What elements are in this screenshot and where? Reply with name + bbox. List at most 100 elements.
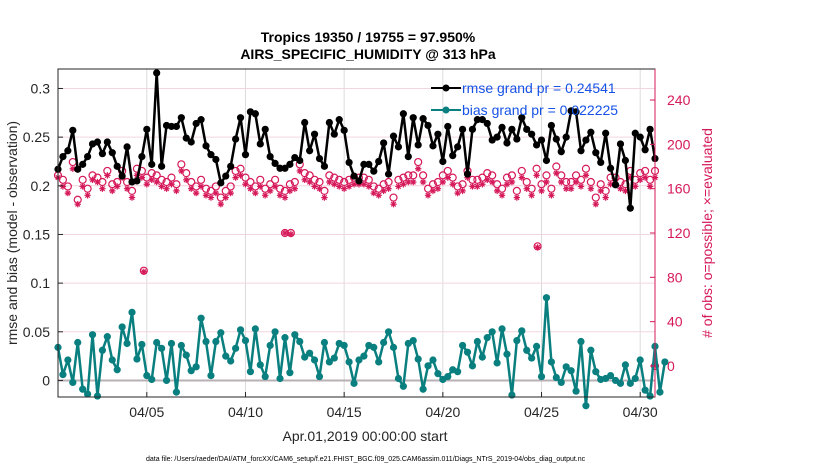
obs-outlier-evaluated-point [281, 229, 289, 237]
rmse-point [597, 158, 605, 167]
bias-point [291, 331, 299, 339]
obs-evaluated-point [627, 174, 634, 181]
obs-evaluated-point [350, 181, 358, 188]
obs-evaluated-point [553, 169, 560, 177]
bias-point [256, 361, 264, 369]
obs-evaluated-point [321, 194, 328, 201]
bias-point [158, 344, 166, 352]
obs-evaluated-point [202, 192, 210, 199]
bias-point [306, 349, 314, 357]
rmse-point [409, 114, 417, 122]
x-tick-label: 04/15 [327, 404, 362, 420]
y-axis-right: 0 40 80 120 160 200 240 [650, 92, 691, 374]
obs-possible-point [196, 175, 206, 184]
obs-evaluated-point [84, 192, 91, 199]
rmse-point [266, 152, 274, 161]
obs-evaluated-point [474, 183, 481, 190]
bias-point [473, 337, 481, 346]
rmse-point [434, 130, 442, 138]
bias-point [84, 390, 92, 398]
y-tick-label-right: 80 [667, 269, 683, 285]
obs-evaluated-point [380, 187, 387, 195]
bias-point [59, 371, 67, 379]
rmse-point [177, 114, 185, 122]
obs-evaluated-point [459, 187, 466, 195]
obs-possible-point [552, 162, 561, 171]
rmse-point [158, 162, 166, 170]
rmse-point [587, 128, 595, 136]
bias-point [330, 354, 338, 362]
obs-evaluated-point [178, 167, 185, 175]
obs-evaluated-point [503, 181, 511, 188]
obs-possible-point [419, 171, 428, 180]
obs-possible-point [532, 164, 541, 173]
rmse-point [261, 125, 269, 133]
bias-point [552, 373, 560, 382]
bias-point [414, 355, 422, 363]
obs-possible-point [443, 166, 452, 176]
bias-point [98, 346, 107, 354]
obs-evaluated-point [592, 200, 599, 208]
obs-evaluated-point [128, 194, 136, 201]
bias-point [108, 356, 116, 364]
obs-evaluated-point [163, 185, 170, 192]
obs-evaluated-point [424, 192, 432, 199]
bias-point [375, 358, 383, 366]
bias-point [197, 314, 205, 322]
obs-evaluated-point [360, 181, 368, 188]
obs-evaluated-point [291, 185, 299, 192]
obs-outlier-evaluated-point [140, 268, 148, 275]
obs-evaluated-point [419, 178, 427, 186]
rmse-point [641, 146, 649, 154]
rmse-point [473, 116, 481, 124]
obs-evaluated-point [89, 176, 96, 184]
rmse-point [113, 162, 121, 170]
obs-outlier-possible-point [280, 228, 290, 238]
obs-evaluated-point [286, 187, 294, 195]
bias-point [143, 371, 151, 380]
obs-evaluated-point [370, 189, 377, 197]
rmse-point [592, 149, 600, 157]
obs-evaluated-point [617, 185, 624, 192]
bias-point [103, 333, 111, 341]
y-tick-label-left: 0.05 [23, 324, 50, 340]
rmse-point [557, 148, 565, 156]
bias-point [167, 339, 176, 348]
rmse-point [370, 167, 378, 175]
rmse-point [251, 110, 259, 118]
obs-possible-point [68, 157, 77, 167]
rmse-point [547, 121, 555, 130]
bias-point [424, 362, 432, 370]
rmse-point [404, 152, 412, 161]
obs-evaluated-point [567, 185, 575, 192]
rmse-point [64, 147, 72, 155]
y-tick-label-left: 0.1 [31, 275, 51, 291]
obs-evaluated-point [469, 183, 476, 190]
bias-point [182, 351, 190, 359]
rmse-point [187, 138, 195, 146]
obs-evaluated-point [454, 189, 461, 197]
rmse-point [380, 139, 388, 147]
bias-point [419, 385, 427, 393]
rmse-point [444, 122, 452, 131]
rmse-point [79, 160, 87, 168]
data-file-footnote: data file: /Users/raeder/DAI/ATM_forcXX/… [146, 456, 586, 463]
obs-possible-point [591, 193, 600, 202]
bias-point [646, 392, 654, 400]
rmse-point [503, 139, 511, 147]
bias-point [350, 379, 358, 387]
series-layer [53, 69, 669, 410]
obs-evaluated-point [237, 172, 244, 179]
bias-point [572, 387, 580, 395]
rmse-point [419, 115, 427, 123]
y-tick-label-right: 0 [667, 358, 675, 374]
obs-evaluated-point [410, 178, 417, 186]
rmse-point [281, 164, 289, 172]
rmse-point [133, 177, 141, 185]
bias-point [463, 348, 472, 356]
rmse-point [518, 114, 526, 122]
obs-possible-point [409, 171, 418, 180]
obs-evaluated-point [104, 172, 111, 179]
rmse-point [276, 164, 284, 172]
